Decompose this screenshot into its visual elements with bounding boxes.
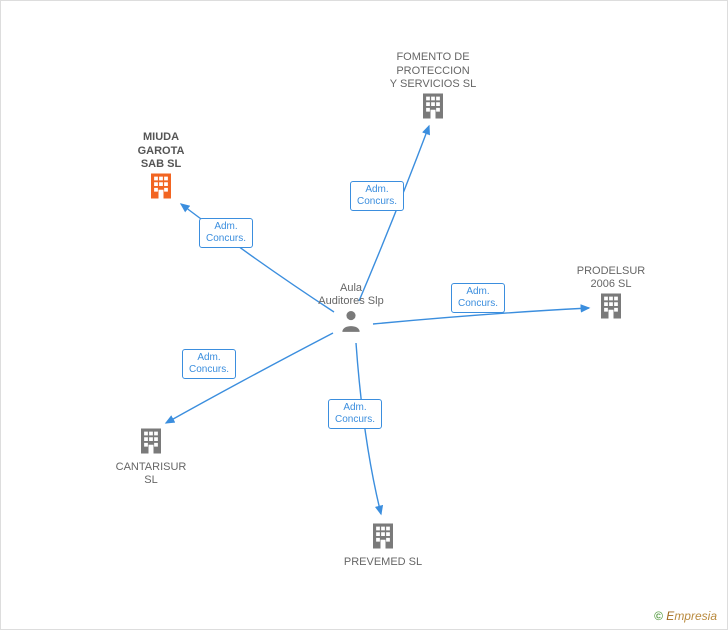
building-icon [146, 171, 176, 201]
copyright-symbol: © [654, 609, 663, 623]
edge-label-prodelsur: Adm. Concurs. [451, 283, 505, 313]
node-label: Aula Auditores Slp [318, 282, 383, 308]
brand-name: Empresia [666, 609, 717, 623]
edge-label-fomento: Adm. Concurs. [350, 181, 404, 211]
edge-label-miuda: Adm. Concurs. [199, 218, 253, 248]
node-fomento[interactable]: FOMENTO DE PROTECCION Y SERVICIOS SL [390, 51, 476, 126]
node-label: FOMENTO DE PROTECCION Y SERVICIOS SL [390, 51, 476, 91]
footer-attribution: © Empresia [654, 609, 717, 623]
building-icon [136, 426, 166, 456]
center-node[interactable]: Aula Auditores Slp [318, 282, 383, 339]
edge-fomento [359, 126, 429, 301]
edge-label-cantarisur: Adm. Concurs. [182, 349, 236, 379]
node-label: CANTARISUR SL [116, 461, 187, 487]
building-icon [418, 91, 448, 121]
node-label: PRODELSUR 2006 SL [577, 265, 645, 291]
diagram-canvas: Aula Auditores Slp MIUDA GAROTA SAB SL F… [0, 0, 728, 630]
edge-label-prevemed: Adm. Concurs. [328, 399, 382, 429]
building-icon [596, 291, 626, 321]
node-label: PREVEMED SL [344, 556, 422, 569]
person-icon [338, 308, 364, 334]
node-prevemed[interactable]: PREVEMED SL [344, 521, 422, 569]
node-prodelsur[interactable]: PRODELSUR 2006 SL [577, 265, 645, 326]
node-miuda[interactable]: MIUDA GAROTA SAB SL [138, 131, 185, 206]
node-cantarisur[interactable]: CANTARISUR SL [116, 426, 187, 487]
node-label: MIUDA GAROTA SAB SL [138, 131, 185, 171]
building-icon [368, 521, 398, 551]
